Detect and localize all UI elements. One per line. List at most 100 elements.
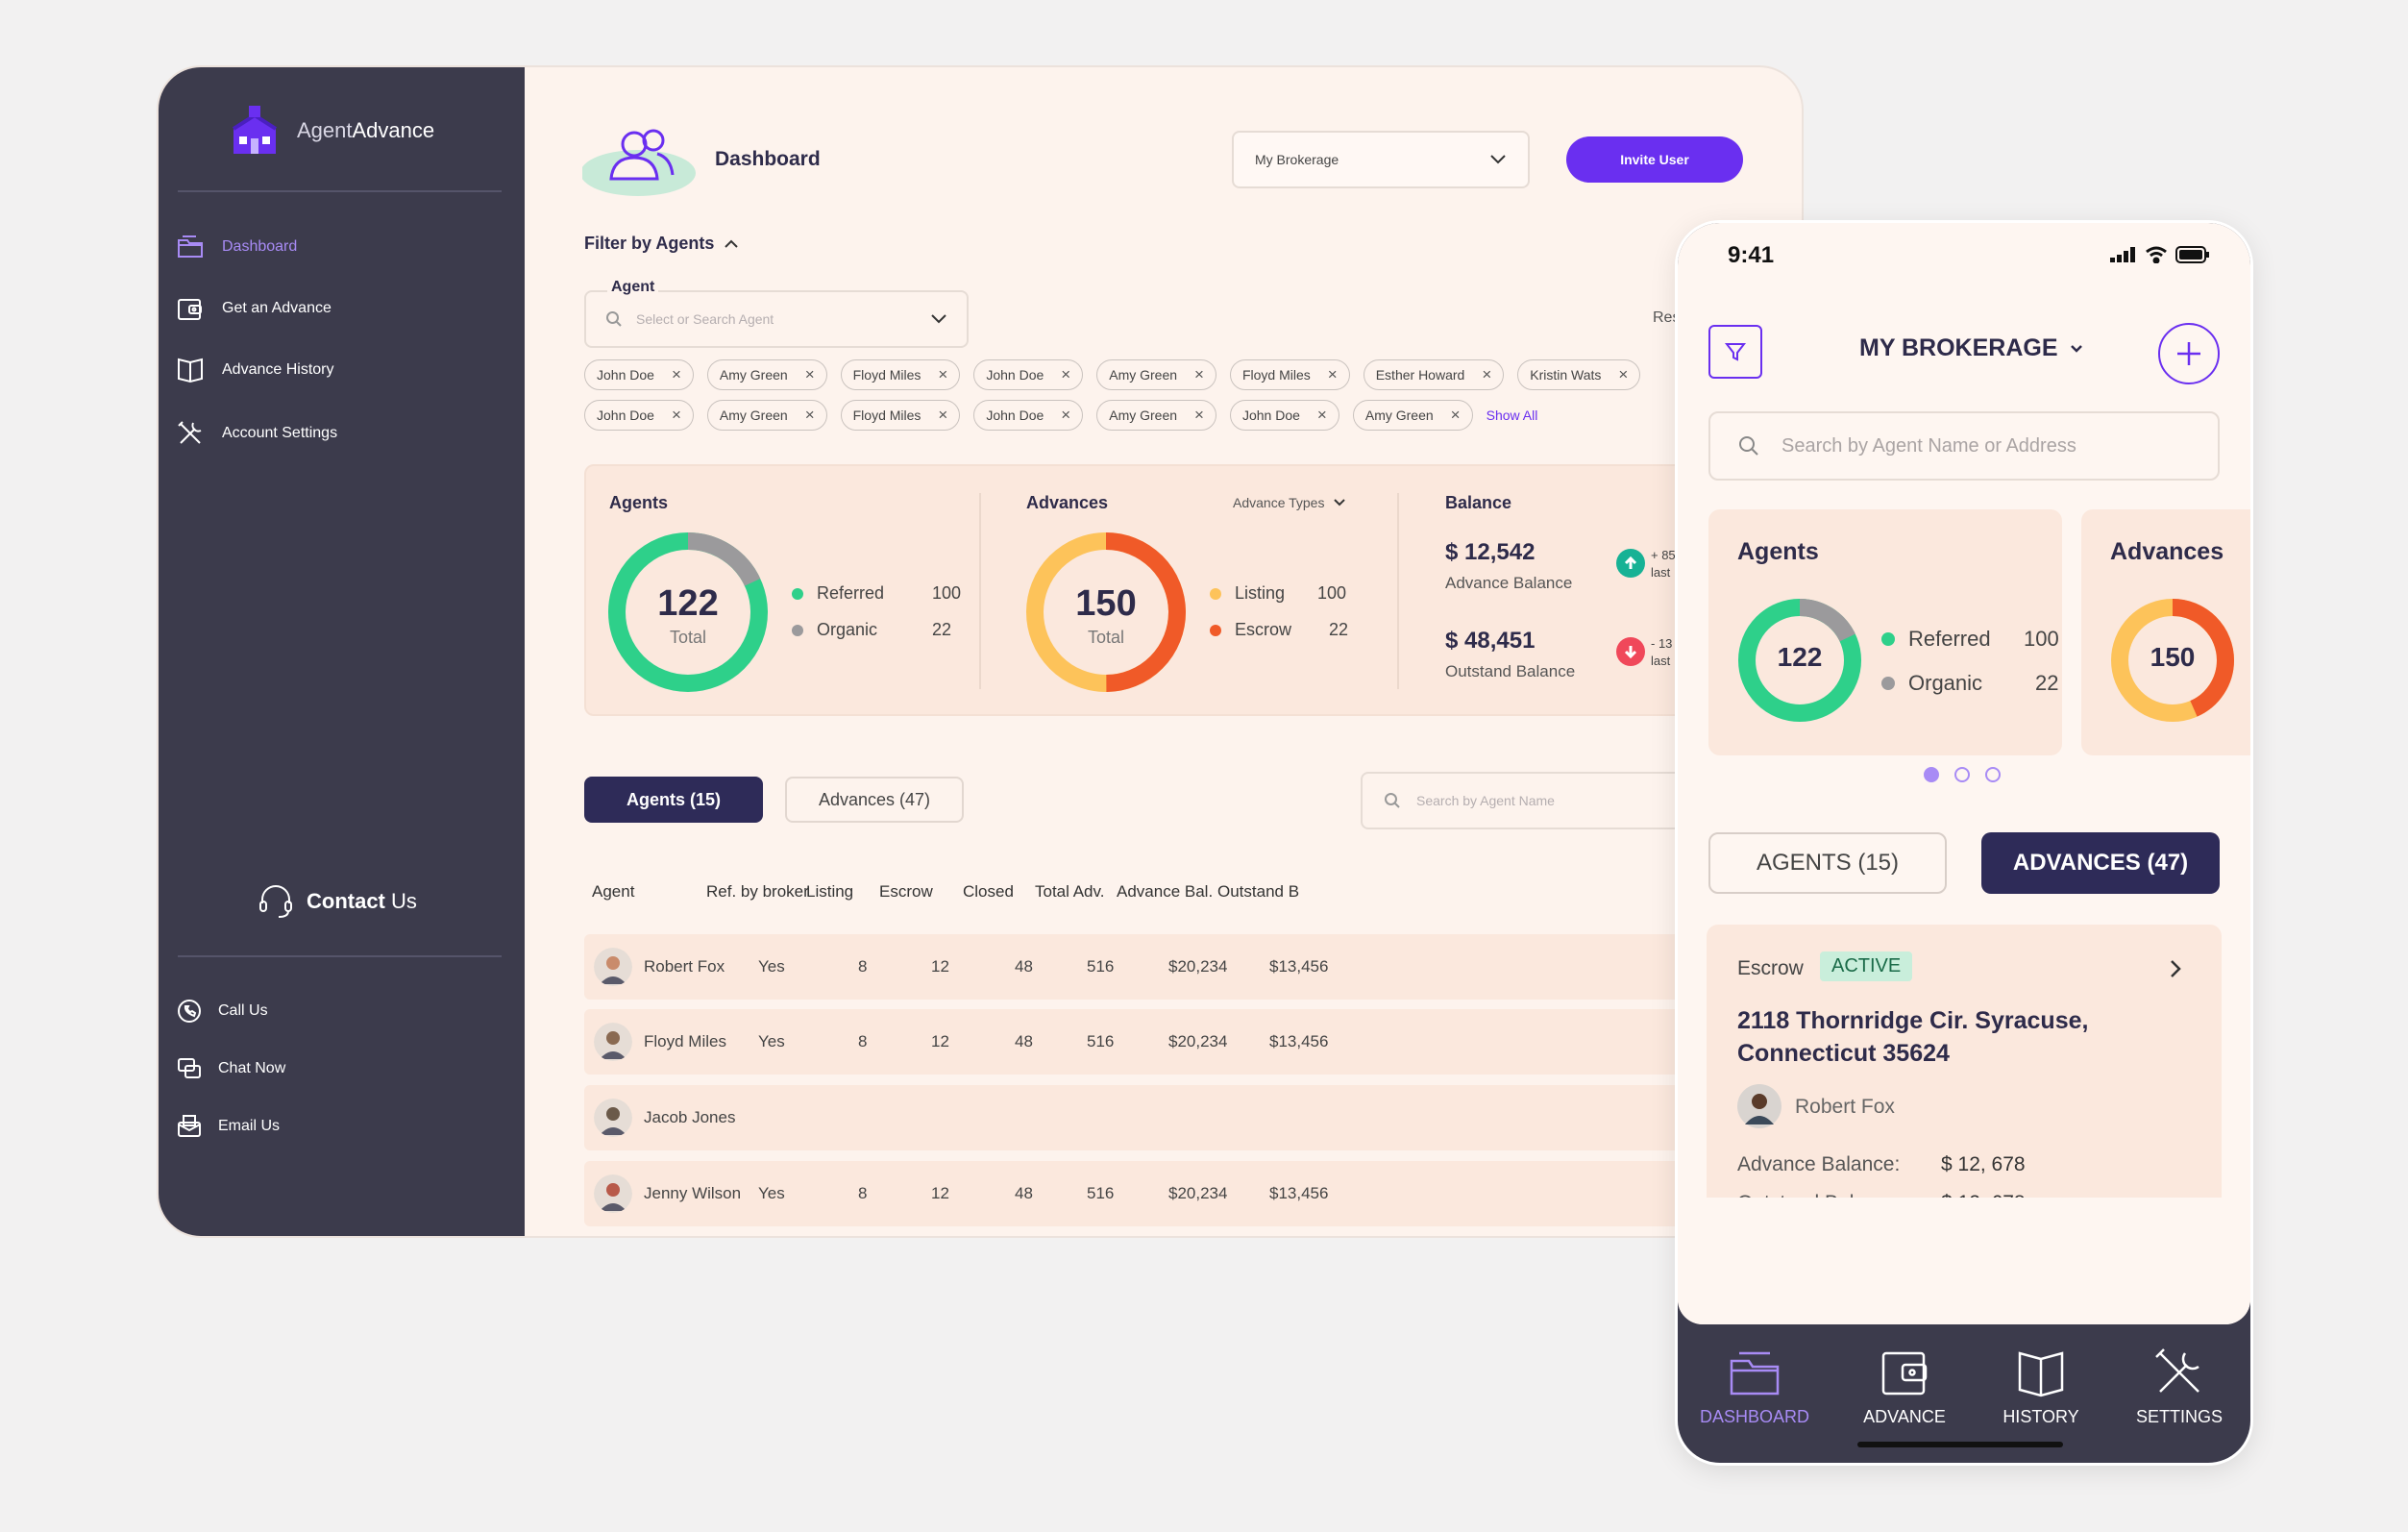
organic-dot — [792, 624, 803, 636]
close-icon[interactable]: × — [1327, 365, 1338, 383]
sidebar-item-dashboard[interactable]: Dashboard — [176, 233, 297, 261]
column-header[interactable]: Listing — [806, 882, 854, 901]
column-header[interactable]: Outstand B — [1217, 882, 1300, 901]
table-row[interactable]: Floyd Miles Yes 8 12 48 516 $20,234 $13,456 — [584, 1009, 1785, 1075]
column-header[interactable]: Agent — [592, 882, 635, 901]
table-row[interactable]: Jacob Jones — [584, 1085, 1785, 1150]
agent-chip[interactable]: Amy Green × — [1352, 400, 1473, 431]
filter-by-agents-toggle[interactable]: Filter by Agents — [584, 234, 739, 254]
agent-chip[interactable]: John Doe × — [973, 400, 1084, 431]
nav-history[interactable]: HISTORY — [1974, 1347, 2108, 1427]
close-icon[interactable]: × — [1061, 365, 1071, 383]
advance-balance-label: Advance Balance — [1445, 574, 1573, 592]
agent-chip[interactable]: Amy Green × — [1096, 359, 1216, 390]
page-title: Dashboard — [715, 148, 821, 170]
column-header[interactable]: Advance Bal. — [1117, 882, 1214, 901]
close-icon[interactable]: × — [804, 406, 815, 424]
status-time: 9:41 — [1728, 242, 1775, 268]
column-header[interactable]: Escrow — [879, 882, 933, 901]
mobile-agents-card[interactable]: Agents 122 Referred 100 Organic 22 — [1708, 509, 2062, 755]
brand-logo[interactable]: AgentAdvance — [226, 102, 434, 160]
agent-chip[interactable]: Floyd Miles × — [840, 359, 961, 390]
agent-name[interactable]: Jenny Wilson — [644, 1184, 742, 1202]
mobile-legend-organic: Organic 22 — [1881, 671, 2058, 696]
stats-divider — [979, 493, 981, 689]
invite-user-button[interactable]: Invite User — [1566, 136, 1743, 183]
chat-icon — [178, 1058, 201, 1078]
close-icon[interactable]: × — [671, 365, 681, 383]
column-header[interactable]: Closed — [963, 882, 1014, 901]
sidebar-item-advance-history[interactable]: Advance History — [176, 356, 334, 384]
show-all-link[interactable]: Show All — [1486, 408, 1538, 423]
balance-stat-title: Balance — [1445, 493, 1512, 512]
table-cell-escrow: 12 — [931, 1184, 949, 1202]
agent-chip[interactable]: Floyd Miles × — [1229, 359, 1350, 390]
column-header[interactable]: Total Adv. — [1035, 882, 1105, 901]
mobile-screen: 9:41 MY BROKERAGE Search by Agent Name o… — [1678, 223, 2250, 1324]
mobile-advances-title: Advances — [2110, 538, 2224, 565]
wifi-icon — [2146, 246, 2167, 263]
nav-advance[interactable]: ADVANCE — [1837, 1347, 1972, 1427]
advances-donut-chart — [1026, 532, 1186, 692]
close-icon[interactable]: × — [1618, 365, 1629, 383]
agent-name[interactable]: Jacob Jones — [644, 1108, 736, 1126]
sidebar-item-account-settings[interactable]: Account Settings — [176, 419, 337, 448]
close-icon[interactable]: × — [1061, 406, 1071, 424]
list-fade — [1678, 1198, 2250, 1324]
close-icon[interactable]: × — [1450, 406, 1461, 424]
close-icon[interactable]: × — [1194, 365, 1204, 383]
mobile-tab-agents[interactable]: AGENTS (15) — [1708, 832, 1947, 894]
stats-panel: Agents 122 Total Referred 100 Organic 22 A… — [584, 464, 1737, 716]
call-us-link[interactable]: Call Us — [176, 998, 268, 1025]
table-row[interactable]: Jenny Wilson Yes 8 12 48 516 $20,234 $13,456 — [584, 1161, 1785, 1226]
reset-link[interactable]: Res — [1653, 309, 1681, 326]
close-icon[interactable]: × — [1194, 406, 1204, 424]
filter-button[interactable] — [1708, 325, 1762, 379]
agent-chip[interactable]: John Doe × — [584, 359, 694, 390]
table-cell-ref: Yes — [758, 1184, 785, 1202]
battery-icon — [2175, 246, 2209, 263]
outstanding-balance-label: Outstand Balance — [1445, 662, 1576, 680]
close-icon[interactable]: × — [938, 406, 948, 424]
add-button[interactable] — [2158, 323, 2220, 384]
agent-chip[interactable]: Floyd Miles × — [840, 400, 961, 431]
table-row[interactable]: Robert Fox Yes 8 12 48 516 $20,234 $13,456 — [584, 934, 1785, 1000]
chat-now-link[interactable]: Chat Now — [176, 1055, 285, 1082]
mobile-tab-advances[interactable]: ADVANCES (47) — [1981, 832, 2220, 894]
close-icon[interactable]: × — [938, 365, 948, 383]
agent-chip[interactable]: Amy Green × — [1096, 400, 1216, 431]
carousel-dot[interactable] — [1954, 767, 1970, 782]
mobile-advances-card[interactable]: Advances 150 — [2081, 509, 2250, 755]
nav-settings[interactable]: SETTINGS — [2112, 1347, 2247, 1427]
close-icon[interactable]: × — [1482, 365, 1492, 383]
tab-agents[interactable]: Agents (15) — [584, 777, 763, 823]
brokerage-dropdown[interactable]: MY BROKERAGE — [1859, 334, 2083, 362]
agent-name[interactable]: Floyd Miles — [644, 1032, 726, 1050]
chip-label: Esther Howard — [1375, 367, 1465, 383]
brokerage-select[interactable]: My Brokerage — [1232, 131, 1530, 188]
column-header[interactable]: Ref. by broker — [706, 882, 809, 901]
close-icon[interactable]: × — [804, 365, 815, 383]
sidebar-item-get-advance[interactable]: Get an Advance — [176, 294, 332, 323]
carousel-dot[interactable] — [1924, 767, 1939, 782]
close-icon[interactable]: × — [1316, 406, 1327, 424]
mobile-search-input[interactable]: Search by Agent Name or Address — [1708, 411, 2220, 481]
agent-chip[interactable]: Amy Green × — [706, 359, 827, 390]
advance-types-select[interactable]: Advance Types — [1233, 495, 1346, 510]
chip-label: John Doe — [986, 408, 1044, 423]
agent-name[interactable]: Robert Fox — [644, 957, 725, 976]
email-us-link[interactable]: Email Us — [176, 1113, 280, 1140]
agent-chip[interactable]: Kristin Wats × — [1517, 359, 1641, 390]
table-cell-ref: Yes — [758, 957, 785, 976]
agent-chip[interactable]: John Doe × — [1229, 400, 1339, 431]
agent-chip[interactable]: John Doe × — [584, 400, 694, 431]
agent-chip[interactable]: Esther Howard × — [1363, 359, 1505, 390]
agent-select[interactable]: Select or Search Agent — [584, 290, 969, 348]
agent-chip[interactable]: John Doe × — [973, 359, 1084, 390]
advances-total: 150 — [1075, 583, 1137, 624]
tab-advances[interactable]: Advances (47) — [785, 777, 964, 823]
carousel-dot[interactable] — [1985, 767, 2001, 782]
close-icon[interactable]: × — [671, 406, 681, 424]
nav-dashboard[interactable]: DASHBOARD — [1687, 1347, 1822, 1427]
agent-chip[interactable]: Amy Green × — [706, 400, 827, 431]
